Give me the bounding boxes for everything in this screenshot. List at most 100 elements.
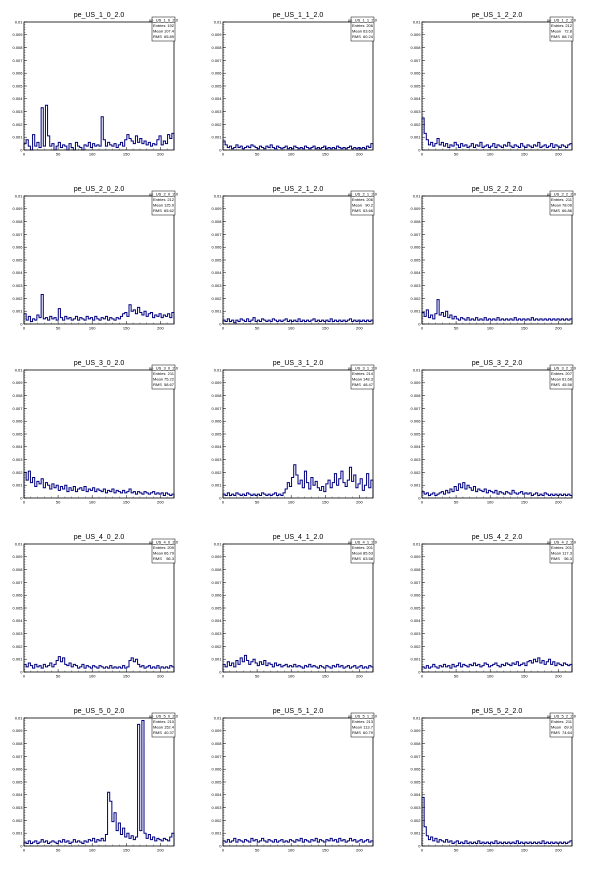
y-tick-label: 0.008 xyxy=(410,393,421,398)
y-tick-label: 0.008 xyxy=(211,45,222,50)
y-tick-label: 0.006 xyxy=(410,419,421,424)
y-tick-label: 0.002 xyxy=(12,470,23,475)
y-tick-label: 0.01 xyxy=(413,19,422,24)
x-tick-label: 150 xyxy=(123,500,130,505)
y-tick-label: 0.001 xyxy=(410,657,421,662)
x-tick-label: 50 xyxy=(56,848,61,853)
stats-label-rms: RMS xyxy=(551,556,560,561)
stats-name: pe_US_4_1_2.0 xyxy=(348,539,378,544)
y-tick-label: 0.006 xyxy=(410,593,421,598)
stats-box xyxy=(151,712,176,738)
plot-title: pe_US_5_2_2.0 xyxy=(472,708,523,715)
y-tick-label: 0.005 xyxy=(12,257,23,262)
y-tick-label: 0.009 xyxy=(410,206,421,211)
plot-frame xyxy=(222,717,374,847)
stats-value-entries: 212 xyxy=(565,23,572,28)
stats-value-entries: 207 xyxy=(565,371,572,376)
y-tick-label: 0.001 xyxy=(410,309,421,314)
y-tick-label: 0.007 xyxy=(12,406,23,411)
x-tick-label: 100 xyxy=(288,326,295,331)
histogram-line xyxy=(421,657,573,672)
stats-name: pe_US_3_1_2.0 xyxy=(348,365,378,370)
x-tick-label: 150 xyxy=(521,152,528,157)
x-tick-label: 0 xyxy=(421,152,424,157)
x-tick-label: 100 xyxy=(89,848,96,853)
x-tick-label: 100 xyxy=(89,152,96,157)
histogram-svg: pe_US_2_2_2.0 0 0.001 0.002 0.003 0.004 0.005 0… xyxy=(410,186,576,331)
x-tick-label: 0 xyxy=(23,500,26,505)
x-tick-label: 150 xyxy=(521,848,528,853)
stats-label-mean: Mean xyxy=(352,725,362,730)
y-tick-label: 0.004 xyxy=(410,270,421,275)
x-tick-label: 200 xyxy=(555,848,562,853)
y-tick-label: 0 xyxy=(20,321,23,326)
x-tick-label: 100 xyxy=(288,500,295,505)
y-tick-label: 0.008 xyxy=(12,219,23,224)
stats-label-entries: Entries xyxy=(153,719,165,724)
y-tick-label: 0.009 xyxy=(12,206,23,211)
x-tick-label: 200 xyxy=(157,848,164,853)
y-tick-label: 0.009 xyxy=(410,554,421,559)
histogram-panel: pe_US_2_0_2.0 0 0.001 0.002 0.003 0.004 0.005 0… xyxy=(0,174,198,348)
stats-value-rms: 63.66 xyxy=(363,208,374,213)
y-tick-label: 0.003 xyxy=(211,457,222,462)
x-tick-label: 200 xyxy=(157,326,164,331)
histogram-line xyxy=(23,294,175,324)
x-tick-label: 200 xyxy=(356,674,363,679)
histogram-panel: pe_US_3_2_2.0 0 0.001 0.002 0.003 0.004 0.005 0… xyxy=(398,348,596,522)
y-tick-label: 0.006 xyxy=(12,419,23,424)
x-tick-label: 0 xyxy=(421,848,424,853)
y-tick-label: 0.007 xyxy=(211,580,222,585)
histogram-panel: pe_US_1_2_2.0 0 0.001 0.002 0.003 0.004 0.005 0… xyxy=(398,0,596,174)
x-tick-label: 50 xyxy=(454,674,459,679)
y-tick-label: 0.001 xyxy=(211,657,222,662)
y-tick-label: 0.004 xyxy=(410,444,421,449)
y-tick-label: 0.004 xyxy=(12,96,23,101)
y-tick-label: 0.002 xyxy=(211,818,222,823)
y-tick-label: 0.002 xyxy=(410,818,421,823)
stats-value-entries: 210 xyxy=(167,719,174,724)
y-tick-label: 0.001 xyxy=(410,831,421,836)
stats-label-mean: Mean xyxy=(153,551,163,556)
x-tick-label: 150 xyxy=(521,500,528,505)
stats-label-mean: Mean xyxy=(352,551,362,556)
stats-value-mean: 107.4 xyxy=(164,29,175,34)
y-tick-label: 0.01 xyxy=(413,715,422,720)
stats-value-entries: 211 xyxy=(566,197,573,202)
histogram-panel: pe_US_3_1_2.0 0 0.001 0.002 0.003 0.004 0.005 0… xyxy=(199,348,397,522)
stats-name: pe_US_1_2_2.0 xyxy=(547,17,577,22)
x-tick-label: 150 xyxy=(123,848,130,853)
y-tick-label: 0.007 xyxy=(410,58,421,63)
histogram-svg: pe_US_4_1_2.0 0 0.001 0.002 0.003 0.004 0.005 0… xyxy=(211,534,378,679)
plot-frame xyxy=(421,717,573,847)
y-tick-label: 0.01 xyxy=(15,19,24,24)
stats-value-mean: 63.63 xyxy=(363,29,374,34)
y-tick-label: 0 xyxy=(20,495,23,500)
stats-label-entries: Entries xyxy=(352,545,364,550)
stats-box xyxy=(350,16,375,42)
x-tick-label: 0 xyxy=(23,152,26,157)
y-tick-label: 0.005 xyxy=(211,431,222,436)
x-tick-label: 100 xyxy=(288,674,295,679)
x-tick-label: 150 xyxy=(123,152,130,157)
y-tick-label: 0.003 xyxy=(211,109,222,114)
histogram-svg: pe_US_2_1_2.0 0 0.001 0.002 0.003 0.004 0.005 0… xyxy=(211,186,377,331)
stats-label-mean: Mean xyxy=(153,203,163,208)
histogram-svg: pe_US_4_2_2.0 0 0.001 0.002 0.003 0.004 0.005 0… xyxy=(410,534,576,679)
y-tick-label: 0.007 xyxy=(12,232,23,237)
y-tick-label: 0.008 xyxy=(211,393,222,398)
y-tick-label: 0.002 xyxy=(12,644,23,649)
stats-value-mean: 61.68 xyxy=(562,377,573,382)
plot-frame xyxy=(23,369,175,499)
y-tick-label: 0.001 xyxy=(12,483,23,488)
y-tick-label: 0.01 xyxy=(214,367,223,372)
stats-label-rms: RMS xyxy=(352,208,361,213)
x-tick-label: 0 xyxy=(23,848,26,853)
histogram-line xyxy=(421,299,573,324)
y-tick-label: 0.001 xyxy=(12,831,23,836)
x-tick-label: 50 xyxy=(255,152,260,157)
y-tick-label: 0.004 xyxy=(410,96,421,101)
stats-box xyxy=(350,712,375,738)
y-tick-label: 0.006 xyxy=(12,593,23,598)
stats-value-mean: 69.9 xyxy=(564,725,573,730)
